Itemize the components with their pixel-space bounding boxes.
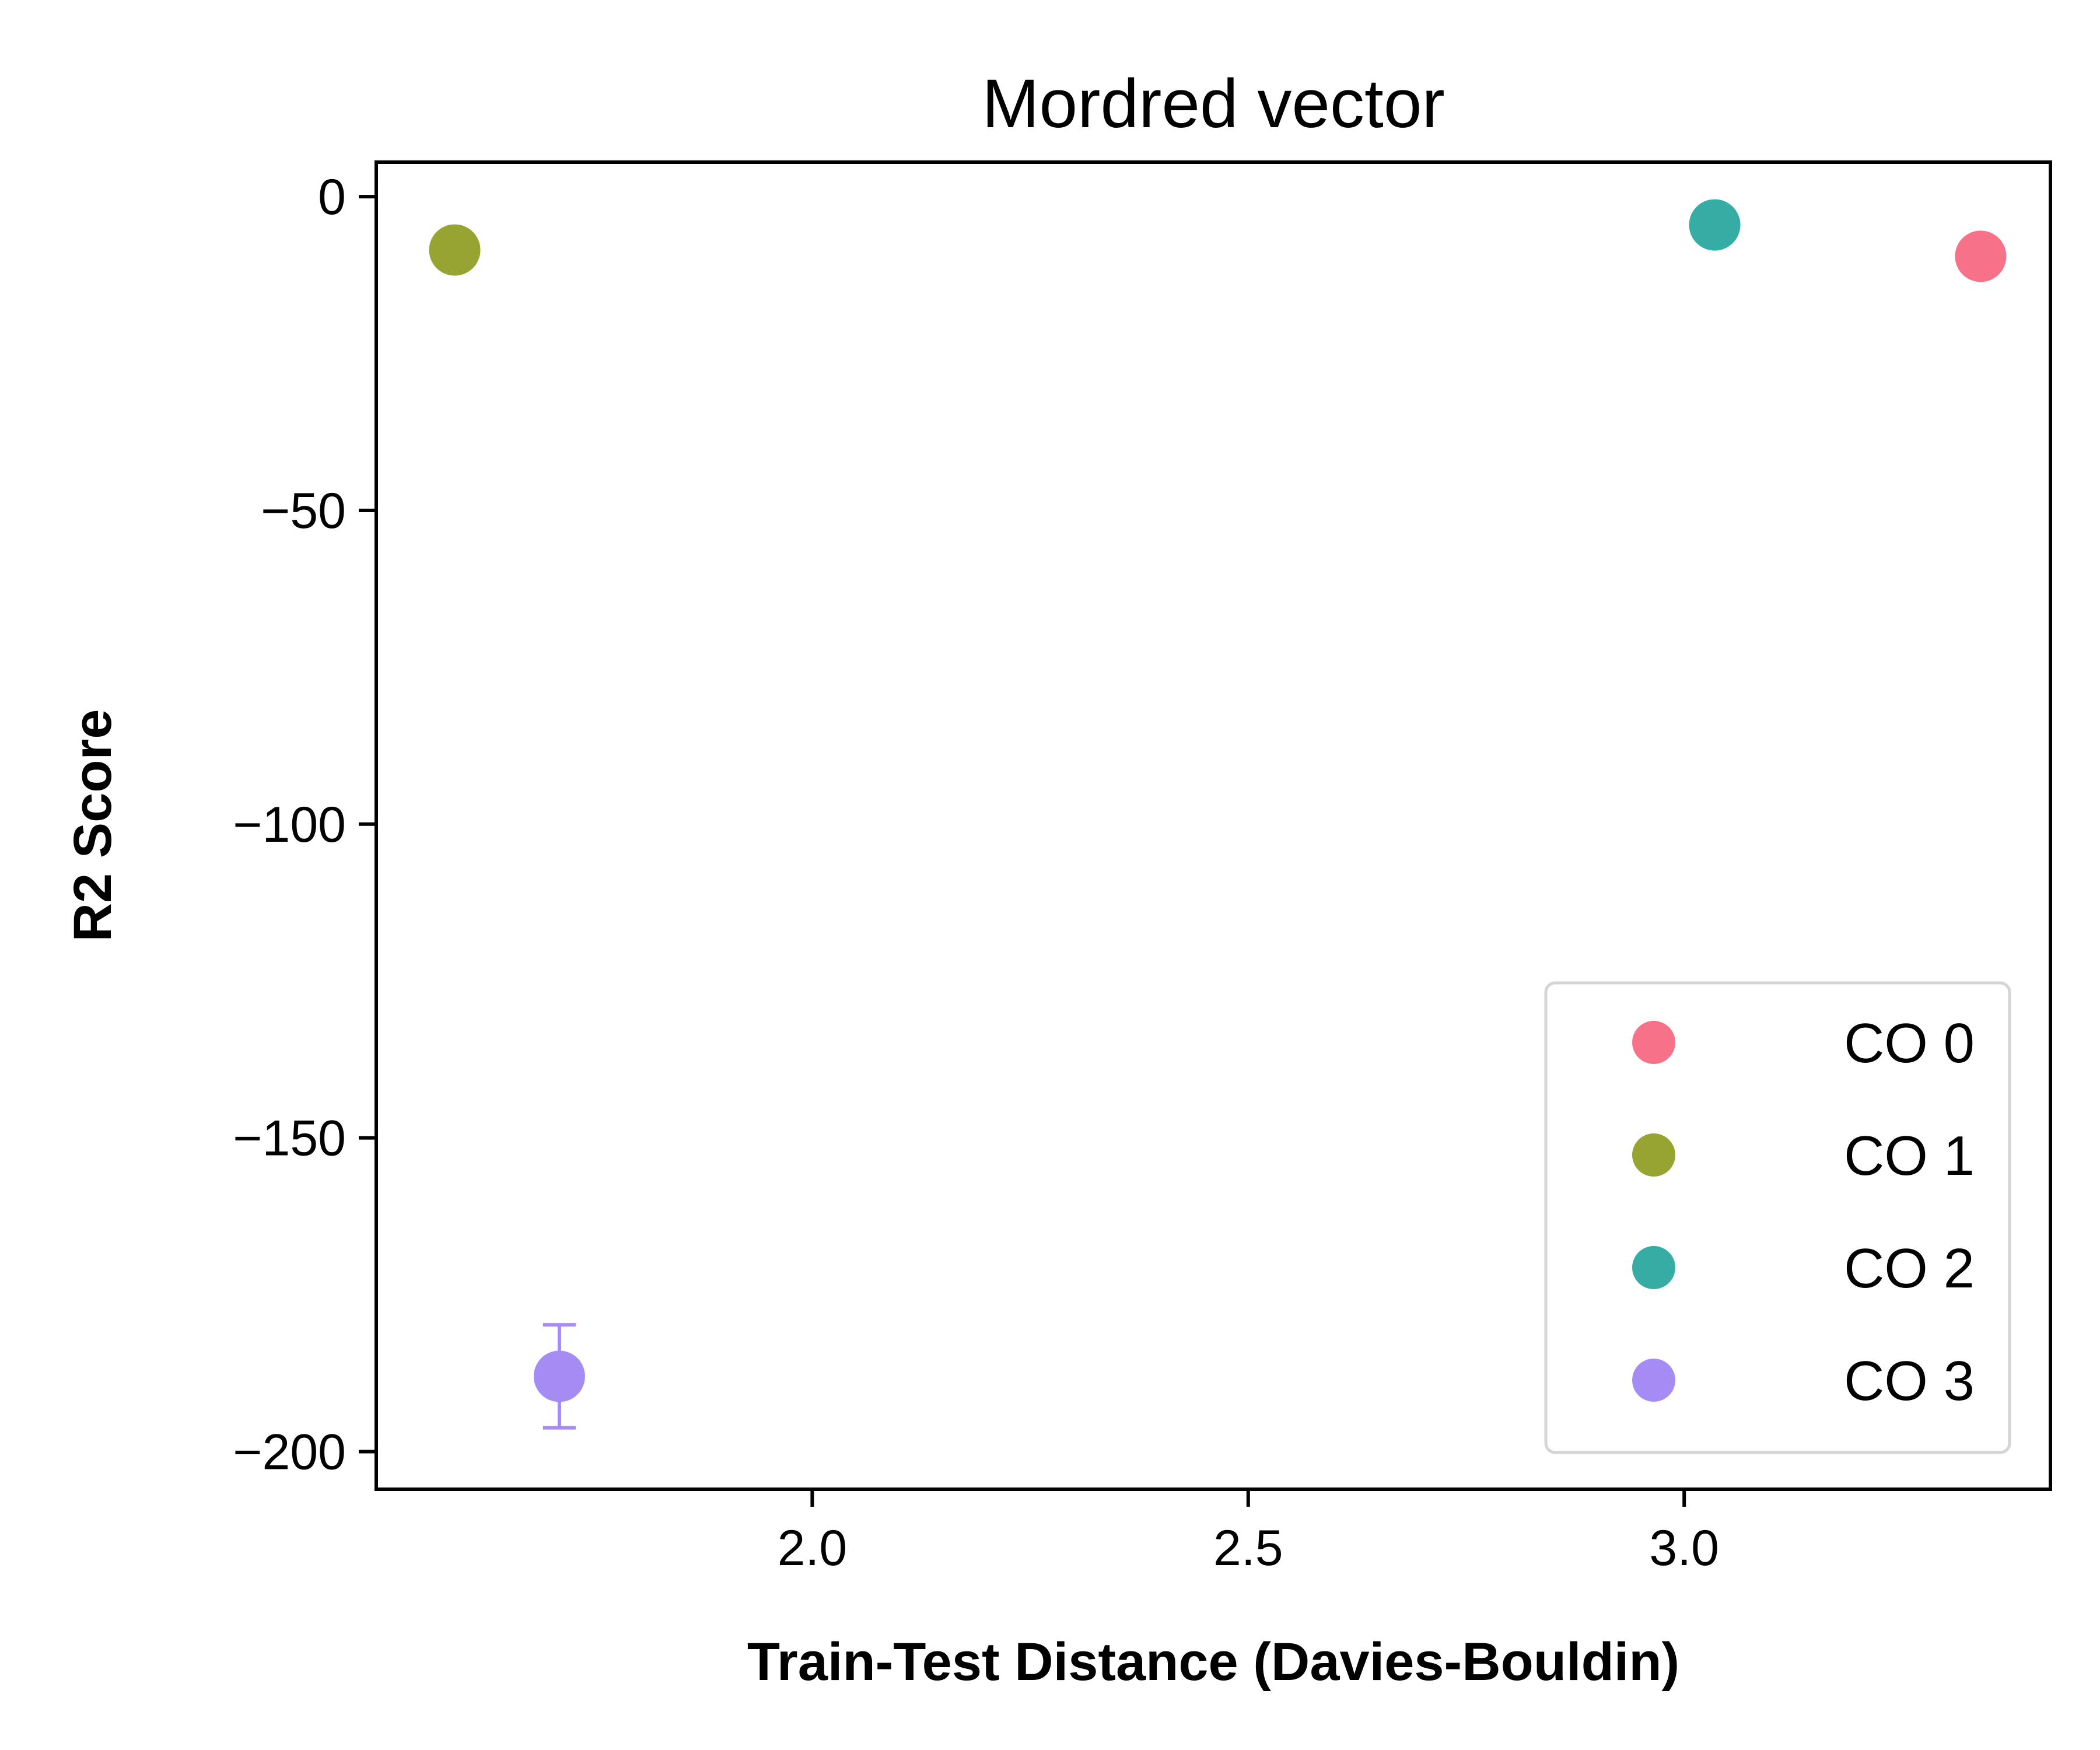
y-tick-label: −150 [233, 1111, 346, 1167]
legend-marker [1632, 1246, 1675, 1289]
chart-title: Mordred vector [982, 65, 1445, 142]
x-tick-label: 2.5 [1213, 1520, 1283, 1576]
data-point [429, 224, 481, 276]
y-axis: 0 −50 −100 −150 −200 [233, 169, 376, 1480]
data-point [1689, 199, 1741, 251]
legend-label: CO 3 [1844, 1350, 1975, 1412]
legend-items: CO 0 CO 1 CO 2 CO 3 [1632, 1012, 1975, 1412]
x-axis-label: Train-Test Distance (Davies-Bouldin) [747, 1632, 1679, 1692]
x-tick-label: 3.0 [1649, 1520, 1719, 1576]
legend-label: CO 2 [1844, 1237, 1975, 1300]
y-axis-label: R2 Score [63, 709, 123, 942]
x-tick-label: 2.0 [778, 1520, 848, 1576]
x-axis: 2.0 2.5 3.0 [778, 1489, 1719, 1576]
y-tick-label: −50 [261, 483, 346, 539]
data-point [1955, 230, 2007, 282]
legend-marker [1632, 1133, 1675, 1177]
y-tick-label: −200 [233, 1424, 346, 1480]
legend-label: CO 1 [1844, 1125, 1975, 1187]
y-tick-label: 0 [318, 169, 346, 225]
legend-label: CO 0 [1844, 1012, 1975, 1074]
data-layer [429, 199, 2007, 1430]
legend: CO 0 CO 1 CO 2 CO 3 [1544, 981, 2011, 1454]
legend-frame [1544, 981, 2011, 1454]
y-tick-label: −100 [233, 797, 346, 853]
legend-marker [1632, 1359, 1675, 1402]
legend-marker [1632, 1021, 1675, 1064]
data-point [533, 1350, 585, 1402]
